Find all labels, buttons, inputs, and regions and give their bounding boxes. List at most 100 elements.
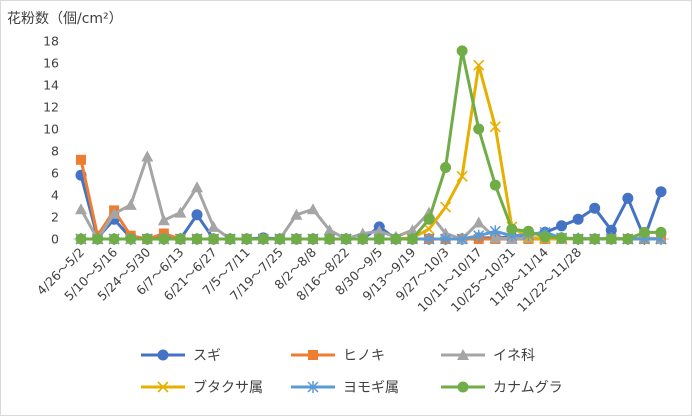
data-point [456, 233, 468, 245]
data-point [257, 233, 269, 245]
data-point [489, 225, 501, 238]
legend-swatch-marker [457, 349, 469, 360]
data-point [572, 233, 584, 245]
data-point [124, 198, 137, 210]
data-point [456, 170, 468, 182]
data-point [489, 231, 502, 243]
series-line [79, 155, 662, 241]
data-point [324, 233, 336, 245]
legend-item: スギ [141, 348, 221, 364]
data-point [655, 186, 667, 198]
data-point [357, 233, 369, 245]
data-point [191, 209, 203, 221]
y-tick-label: 2 [51, 210, 59, 225]
data-point [141, 233, 153, 245]
data-point [440, 233, 452, 245]
data-point [489, 179, 501, 191]
data-point [522, 225, 534, 237]
data-point [76, 154, 86, 165]
data-point [307, 203, 319, 215]
plot-area [75, 45, 667, 245]
data-point [638, 226, 650, 238]
series-5 [75, 45, 667, 245]
data-point [423, 213, 435, 225]
data-point [125, 233, 137, 245]
data-point [174, 206, 187, 218]
series-line [79, 159, 661, 241]
legend-swatch-marker [157, 349, 169, 361]
data-point [556, 232, 568, 244]
data-point [489, 121, 501, 133]
legend-item: カナムグラ [441, 380, 563, 396]
data-point [224, 233, 236, 245]
data-point [406, 233, 418, 245]
data-point [191, 233, 203, 245]
legend-item: ヨモギ属 [291, 380, 399, 396]
series-line [81, 49, 661, 241]
y-axis: 0 2 4 6 8 10 12 14 16 18 [43, 34, 59, 247]
data-point [622, 192, 634, 204]
legend-label: イネ科 [493, 348, 535, 364]
y-tick-label: 16 [43, 56, 59, 71]
data-point [75, 233, 87, 245]
data-point [605, 233, 617, 245]
legend-swatch-marker [308, 350, 318, 360]
data-point [307, 233, 319, 245]
data-point [589, 202, 601, 214]
legend-item: ヒノキ [291, 348, 385, 364]
data-point [108, 207, 121, 219]
y-tick-label: 0 [51, 232, 59, 247]
data-point [108, 233, 120, 245]
data-point [506, 223, 518, 235]
x-axis: 4/26～5/25/10～5/165/24～5/306/7～6/136/21～6… [34, 238, 669, 315]
legend-swatch-marker [457, 381, 469, 393]
y-axis-title: 花粉数（個/cm²） [7, 11, 123, 27]
series-1 [76, 154, 666, 244]
data-point [440, 201, 452, 213]
data-point [158, 233, 170, 245]
data-point [655, 226, 667, 238]
y-tick-label: 8 [51, 144, 59, 159]
data-point [572, 213, 584, 225]
data-point [406, 224, 419, 236]
data-point [323, 224, 336, 236]
data-point [75, 203, 87, 215]
data-point [556, 220, 568, 232]
y-tick-label: 18 [43, 34, 59, 49]
data-point [423, 233, 435, 245]
series-line [81, 63, 661, 241]
data-point [589, 233, 601, 245]
data-point [539, 231, 551, 243]
data-point [473, 59, 485, 71]
data-point [440, 162, 452, 173]
data-point [191, 181, 203, 193]
y-tick-label: 12 [43, 100, 59, 115]
data-point [622, 233, 634, 245]
data-point [241, 233, 253, 245]
data-point [92, 233, 104, 245]
legend-label: ブタクサ属 [193, 379, 263, 396]
data-point [473, 123, 485, 135]
data-point [473, 229, 485, 242]
data-point [207, 220, 220, 232]
data-point [340, 233, 352, 245]
legend-label: ヨモギ属 [343, 380, 399, 396]
data-point [290, 208, 303, 220]
data-point [472, 216, 485, 228]
legend-swatch-marker [307, 381, 319, 393]
legend-item: ブタクサ属 [141, 379, 263, 396]
data-point [373, 233, 385, 245]
data-point [157, 214, 170, 226]
data-point [373, 225, 386, 237]
y-tick-label: 4 [51, 188, 59, 203]
data-point [208, 233, 220, 245]
data-point [423, 223, 435, 235]
y-tick-label: 6 [51, 166, 59, 181]
data-point [274, 233, 286, 245]
data-point [174, 233, 186, 245]
data-point [390, 233, 402, 245]
data-point [290, 233, 302, 245]
y-tick-label: 14 [43, 78, 59, 93]
